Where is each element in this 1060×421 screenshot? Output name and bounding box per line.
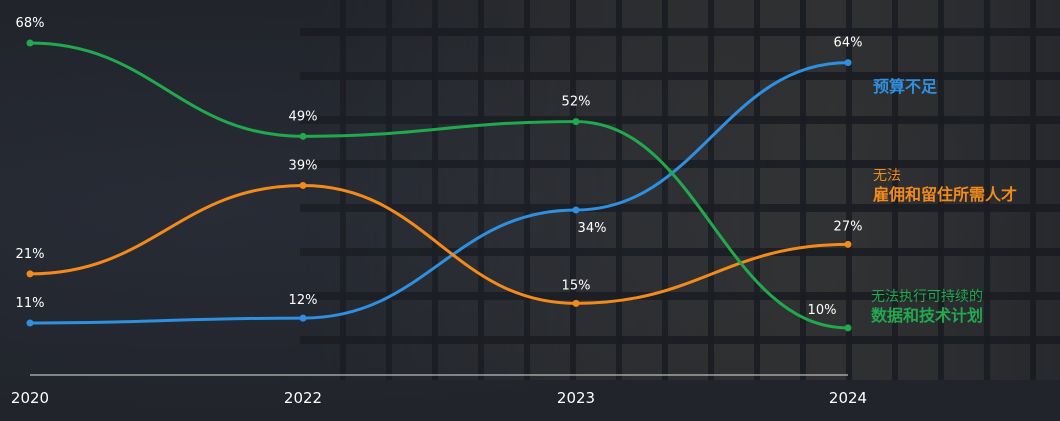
value-labels: 11% 12% 34% 64% 21% 39% 15% 27% 68% 49% 52% 10% bbox=[16, 16, 863, 318]
data-point-0-1 bbox=[299, 314, 307, 322]
legend-data-tech-line2: 数据和技术计划 bbox=[871, 305, 984, 325]
series-line-1 bbox=[29, 183, 849, 305]
series-line-0 bbox=[29, 61, 849, 325]
data-point-2-1 bbox=[299, 132, 307, 140]
data-point-0-0 bbox=[26, 319, 34, 327]
data-point-2-3 bbox=[844, 324, 852, 332]
x-tick-labels: 2020 2022 2023 2024 bbox=[11, 389, 867, 407]
x-tick-2022: 2022 bbox=[284, 389, 322, 407]
value-label-2-0: 68% bbox=[16, 16, 45, 31]
data-point-1-3 bbox=[844, 240, 852, 248]
value-label-0-3: 64% bbox=[834, 36, 863, 51]
value-label-2-3: 10% bbox=[808, 303, 837, 318]
background-building-image bbox=[300, 0, 1060, 380]
legend-talent-line2: 雇佣和留住所需人才 bbox=[873, 184, 1018, 204]
data-point-1-1 bbox=[299, 181, 307, 189]
value-label-2-1: 49% bbox=[289, 109, 318, 124]
legend-data-tech-plan: 无法执行可持续的 数据和技术计划 bbox=[871, 289, 983, 325]
series-lines bbox=[29, 41, 849, 330]
value-label-2-2: 52% bbox=[562, 95, 591, 110]
data-point-1-0 bbox=[26, 270, 34, 278]
legend-budget-insufficient-text: 预算不足 bbox=[873, 77, 938, 96]
value-label-1-0: 21% bbox=[16, 247, 45, 262]
legend-budget-insufficient: 预算不足 bbox=[873, 77, 937, 96]
data-point-2-0 bbox=[26, 39, 34, 47]
value-label-1-3: 27% bbox=[834, 219, 863, 234]
data-point-1-2 bbox=[572, 299, 580, 307]
value-label-0-1: 12% bbox=[289, 293, 318, 308]
x-tick-2024: 2024 bbox=[829, 389, 867, 407]
series-line-2 bbox=[29, 41, 849, 330]
legend-talent-line1: 无法 bbox=[873, 168, 901, 184]
data-point-2-2 bbox=[572, 118, 580, 126]
legend-talent: 无法 雇佣和留住所需人才 bbox=[873, 168, 1017, 204]
data-point-0-3 bbox=[844, 59, 852, 67]
value-label-1-1: 39% bbox=[289, 158, 318, 173]
x-tick-2023: 2023 bbox=[557, 389, 595, 407]
legend-data-tech-line1: 无法执行可持续的 bbox=[871, 289, 983, 305]
value-label-0-2: 34% bbox=[578, 221, 607, 236]
x-tick-2020: 2020 bbox=[11, 389, 49, 407]
value-label-0-0: 11% bbox=[16, 296, 45, 311]
value-label-1-2: 15% bbox=[562, 278, 591, 293]
data-point-0-2 bbox=[572, 206, 580, 214]
series-points bbox=[26, 39, 852, 332]
